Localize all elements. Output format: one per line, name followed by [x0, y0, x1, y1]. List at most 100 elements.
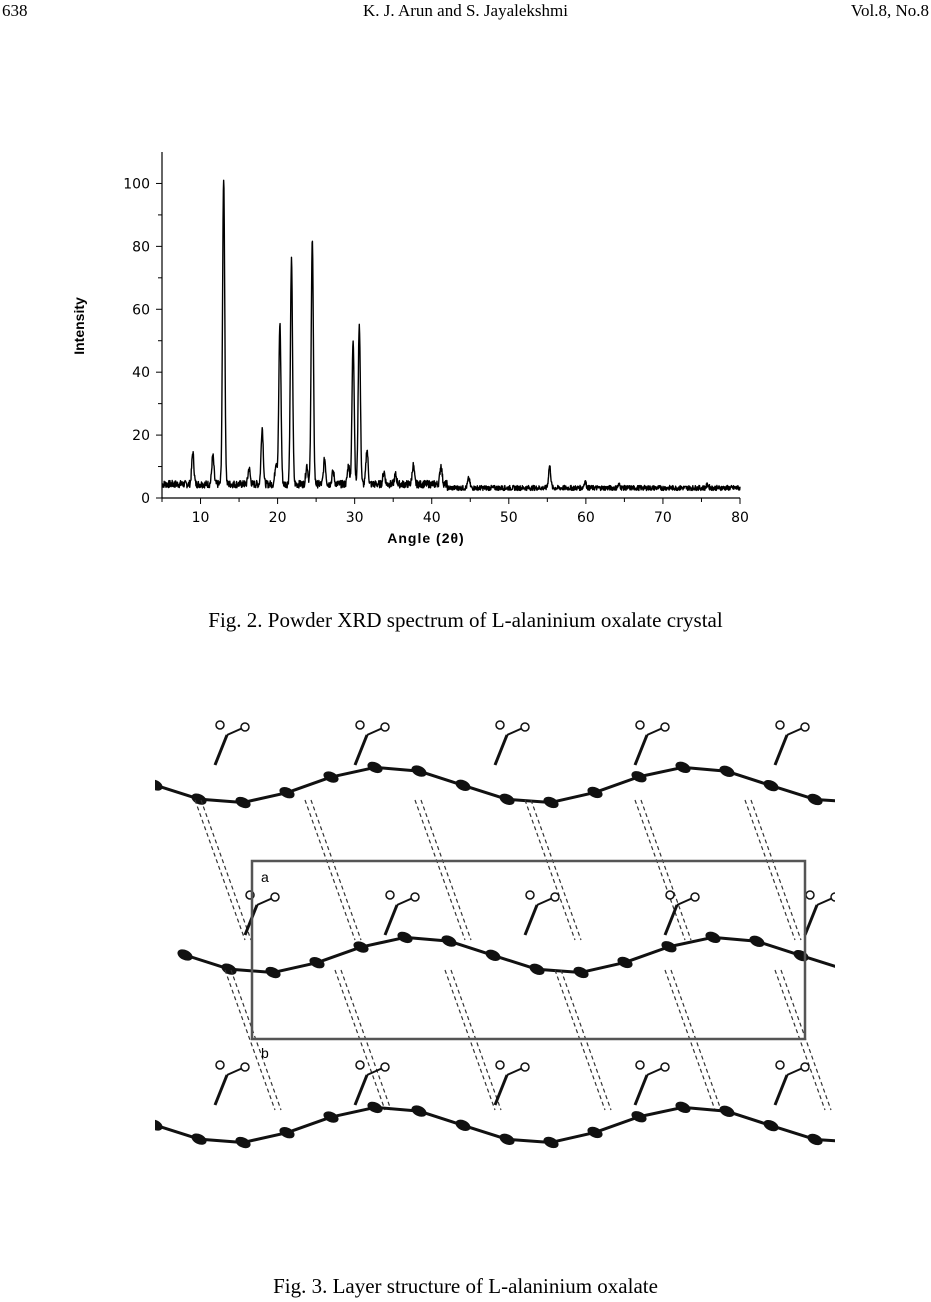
atom — [587, 1126, 603, 1139]
hydrogen-bond — [224, 969, 276, 1111]
hydrogen-atom — [215, 1060, 225, 1070]
atom — [411, 765, 427, 777]
side-bond — [773, 1074, 789, 1106]
molecular-bond — [814, 1137, 835, 1143]
atom — [617, 956, 633, 969]
hydrogen-atom — [495, 720, 505, 730]
xrd-spectrum-line — [161, 179, 741, 492]
atom — [397, 931, 413, 944]
atom — [499, 793, 515, 805]
y-tick-label: 0 — [141, 491, 150, 507]
hydrogen-bond — [524, 799, 576, 941]
atom — [793, 949, 809, 962]
hydrogen-atom — [800, 722, 810, 732]
atom — [177, 949, 193, 961]
molecular-bond — [360, 935, 406, 949]
x-tick-label: 10 — [192, 510, 210, 526]
molecular-bond — [624, 945, 670, 964]
hydrogen-atom — [830, 892, 835, 902]
hydrogen-bond — [304, 799, 356, 941]
molecular-bond — [638, 1105, 684, 1119]
atom — [543, 1136, 559, 1149]
atom — [279, 787, 295, 799]
y-tick-label: 40 — [132, 365, 150, 381]
hydrogen-bond — [420, 799, 472, 941]
xrd-ticks: 0 20 40 60 80 100 10 20 30 40 50 60 70 80 — [123, 176, 749, 526]
hydrogen-bond — [774, 969, 826, 1111]
atom — [719, 1105, 735, 1117]
molecular-bond — [330, 1105, 376, 1119]
figure-3-caption: Fig. 3. Layer structure of L-alaninium o… — [273, 1274, 658, 1298]
atom — [455, 1119, 471, 1131]
y-tick-label: 80 — [132, 239, 150, 255]
x-tick-label: 40 — [423, 510, 441, 526]
atom — [265, 966, 281, 979]
side-bond — [633, 1074, 649, 1106]
hydrogen-bond — [444, 969, 496, 1111]
atom — [323, 771, 339, 783]
side-bond — [213, 1074, 229, 1106]
hydrogen-atom — [775, 720, 785, 730]
hydrogen-bond — [640, 799, 692, 941]
molecular-bond — [506, 1137, 552, 1144]
hydrogen-bond — [634, 799, 686, 941]
molecular-bond — [316, 945, 362, 965]
hydrogen-atom — [775, 1060, 785, 1070]
atom — [675, 1101, 691, 1113]
unit-cell-label-a: a — [261, 869, 269, 885]
molecular-bond — [374, 1105, 420, 1113]
x-tick-label: 70 — [654, 510, 672, 526]
hydrogen-bond — [310, 799, 362, 941]
molecular-bond — [594, 775, 640, 794]
hydrogen-atom — [635, 1060, 645, 1070]
hydrogen-atom — [665, 890, 675, 900]
atom — [543, 796, 559, 809]
hydrogen-bond — [670, 969, 722, 1111]
hydrogen-bond — [560, 969, 612, 1111]
side-bond — [773, 734, 789, 766]
x-tick-label: 50 — [500, 510, 518, 526]
molecular-bond — [638, 765, 684, 779]
atom — [155, 779, 163, 791]
atom — [155, 1119, 163, 1131]
x-tick-label: 20 — [269, 510, 287, 526]
side-bond — [493, 1074, 509, 1106]
side-bond — [523, 904, 539, 936]
hydrogen-bond — [744, 799, 796, 941]
hydrogen-bond — [750, 799, 802, 941]
side-bond — [493, 734, 509, 766]
atom — [631, 1111, 647, 1123]
hydrogen-bond — [780, 969, 832, 1111]
atom — [323, 1111, 339, 1123]
molecular-bond — [594, 1115, 640, 1134]
atom — [661, 941, 677, 953]
molecular-bond — [550, 1130, 596, 1144]
hydrogen-bond — [530, 799, 582, 941]
atom — [279, 1127, 295, 1139]
molecular-bond — [374, 765, 420, 773]
hydrogen-bond — [414, 799, 466, 941]
hydrogen-atom — [355, 720, 365, 730]
atom — [441, 935, 457, 947]
atom — [705, 931, 721, 943]
atom — [675, 761, 691, 773]
atom — [367, 1101, 383, 1114]
atom — [749, 935, 765, 947]
atom — [191, 793, 207, 805]
hydrogen-atom — [550, 892, 560, 902]
x-tick-label: 80 — [731, 510, 749, 526]
hydrogen-bond — [200, 799, 252, 941]
hydrogen-bond — [194, 799, 246, 941]
hydrogen-bond — [554, 969, 606, 1111]
unit-cell-label-b: b — [261, 1045, 269, 1061]
side-bond — [353, 734, 369, 766]
xrd-chart: 0 20 40 60 80 100 10 20 30 40 50 60 70 80 Intensity A… — [71, 152, 749, 546]
atom — [631, 771, 647, 783]
hydrogen-atom — [240, 722, 250, 732]
side-bond — [383, 904, 399, 936]
hydrogen-atom — [690, 892, 700, 902]
molecular-bond — [242, 791, 288, 804]
atom — [587, 786, 603, 799]
hydrogen-atom — [660, 1062, 670, 1072]
hydrogen-atom — [525, 890, 535, 900]
